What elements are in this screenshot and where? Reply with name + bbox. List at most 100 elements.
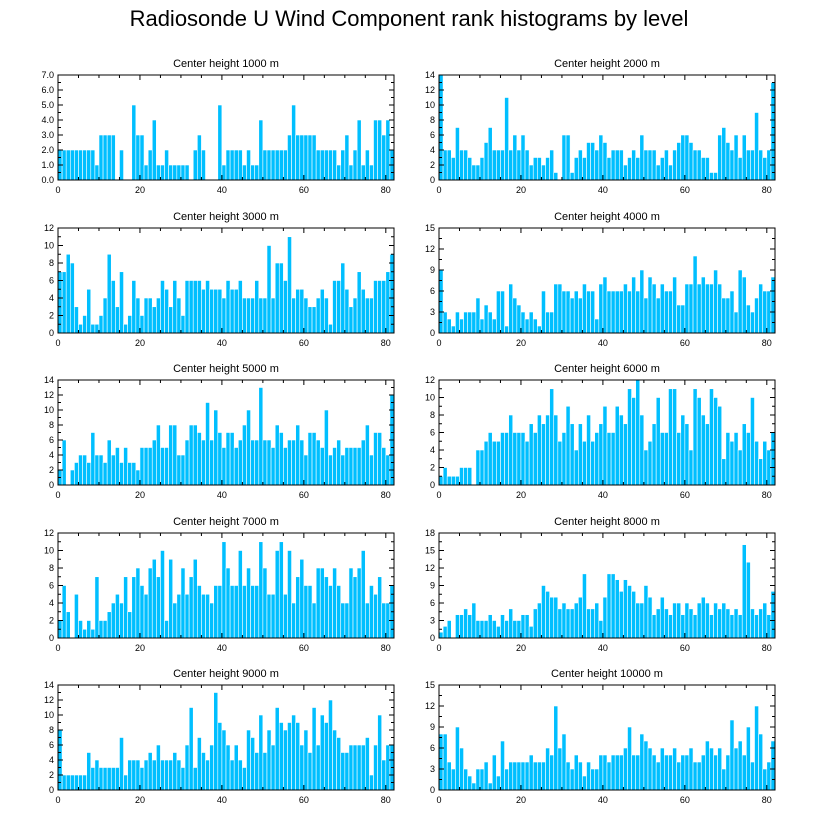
histogram-bar: [610, 432, 616, 486]
histogram-bar: [639, 269, 645, 334]
histogram-bar: [659, 596, 665, 639]
y-tick-label: 0.0: [41, 175, 54, 185]
histogram-bar: [209, 744, 215, 791]
histogram-bar: [246, 297, 251, 334]
y-tick-label: 14: [44, 375, 54, 385]
histogram-bar: [631, 276, 636, 334]
histogram-bar: [442, 467, 448, 486]
histogram-bar: [373, 593, 378, 639]
histogram-bar: [139, 767, 145, 791]
histogram-bar: [692, 388, 698, 486]
histogram-bar: [504, 325, 509, 334]
x-tick-label: 20: [516, 185, 526, 195]
y-tick-label: 0: [430, 328, 435, 338]
histogram-bar: [102, 620, 108, 639]
histogram-bar: [135, 759, 141, 791]
histogram-bar: [455, 614, 460, 639]
histogram-bar: [369, 454, 374, 486]
histogram-bar: [360, 744, 366, 791]
histogram-bar: [295, 576, 301, 639]
histogram-bar: [69, 149, 75, 181]
histogram-bar: [225, 567, 231, 639]
histogram-bar: [147, 297, 153, 334]
histogram-bar: [336, 280, 342, 334]
y-tick-label: 3: [430, 616, 435, 626]
panel-8: Center height 8000 m 0 20 40 60 80 0 3 6 9 12 15 18: [425, 516, 776, 653]
histogram-bar: [668, 388, 673, 486]
histogram-bar: [287, 134, 292, 181]
histogram-bar: [520, 761, 526, 791]
histogram-bar: [172, 752, 178, 791]
histogram-bar: [307, 134, 313, 181]
histogram-bar: [512, 297, 518, 334]
histogram-bar: [725, 142, 731, 181]
histogram-bar: [508, 414, 514, 486]
histogram-bar: [655, 608, 661, 639]
histogram-bar: [545, 311, 550, 334]
histogram-bar: [475, 449, 481, 486]
histogram-bar: [303, 585, 309, 639]
histogram-bar: [487, 127, 493, 181]
histogram-bar: [180, 767, 186, 791]
y-tick-label: 12: [425, 375, 435, 385]
histogram-bar: [106, 253, 112, 334]
histogram-bar: [717, 134, 723, 181]
histogram-bar: [229, 149, 235, 181]
histogram-bar: [295, 288, 301, 334]
histogram-bar: [328, 149, 333, 181]
histogram-bar: [713, 269, 718, 334]
histogram-bar: [381, 447, 387, 486]
histogram-bar: [450, 325, 456, 334]
histogram-bar: [356, 271, 362, 334]
histogram-bar: [110, 602, 116, 639]
histogram-bar: [651, 283, 657, 334]
histogram-bar: [668, 754, 673, 791]
histogram-bar: [504, 97, 509, 181]
histogram-bar: [74, 774, 79, 791]
histogram-bar: [647, 747, 653, 791]
histogram-bar: [319, 447, 325, 486]
histogram-bar: [274, 424, 280, 486]
y-tick-label: 15: [425, 223, 435, 233]
histogram-bar: [639, 414, 645, 486]
histogram-bar: [463, 608, 468, 639]
histogram-bar: [664, 149, 669, 181]
histogram-bar: [725, 432, 731, 486]
histogram-bar: [512, 761, 518, 791]
histogram-bar: [340, 752, 346, 791]
histogram-bar: [127, 462, 133, 486]
histogram-bar: [717, 283, 723, 334]
histogram-bar: [602, 405, 608, 486]
histogram-bar: [528, 626, 534, 639]
histogram-bar: [283, 447, 288, 486]
histogram-bar: [594, 318, 600, 334]
histogram-bar: [565, 290, 571, 334]
y-tick-label: 4: [49, 450, 54, 460]
histogram-bar: [365, 602, 370, 639]
x-tick-label: 80: [762, 185, 772, 195]
histogram-bar: [246, 567, 251, 639]
histogram-bar: [233, 149, 239, 181]
histogram-bar: [692, 761, 698, 791]
y-tick-label: 6: [49, 740, 54, 750]
histogram-bar: [315, 149, 321, 181]
y-tick-label: 0: [430, 633, 435, 643]
histogram-bar: [537, 414, 542, 486]
histogram-bar: [356, 744, 362, 791]
histogram-bar: [115, 593, 120, 639]
y-tick-label: 6: [430, 598, 435, 608]
histogram-bar: [573, 157, 579, 181]
histogram-bar: [741, 544, 747, 639]
histogram-bar: [655, 164, 661, 181]
histogram-bar: [500, 614, 505, 639]
histogram-bar: [549, 388, 555, 486]
histogram-bar: [528, 164, 534, 181]
histogram-bar: [74, 306, 79, 334]
histogram-bar: [610, 754, 616, 791]
y-tick-label: 12: [44, 390, 54, 400]
histogram-bar: [237, 550, 243, 639]
histogram-bar: [147, 567, 153, 639]
histogram-bar: [299, 134, 305, 181]
histogram-bar: [299, 439, 305, 486]
histogram-bar: [487, 311, 493, 334]
